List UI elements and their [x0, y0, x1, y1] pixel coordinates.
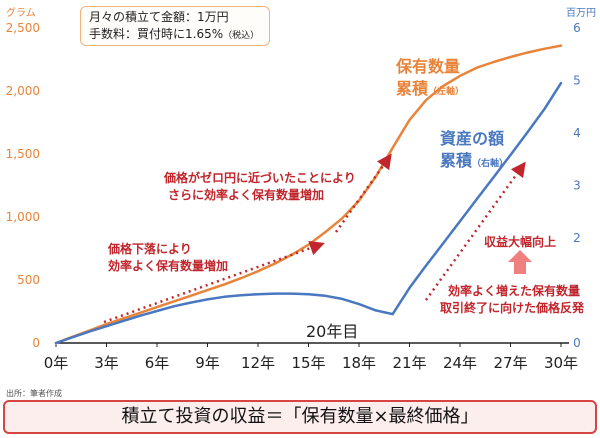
source-note: 出所：筆者作成 — [6, 389, 62, 398]
dotted-arrow-lower — [103, 240, 325, 324]
x-tick-label: 9年 — [195, 354, 220, 372]
x-tick-label: 15年 — [291, 354, 325, 372]
y-left-tick-label: 2,500 — [6, 21, 40, 35]
annotation-near-zero: 価格がゼロ円に近づいたことにより さらに効率よく保有数量増加 — [164, 170, 356, 204]
asset-label: 資産の額 累積（右軸） — [440, 128, 508, 175]
info-fee: 手数料：買付時に1.65%（税込） — [89, 26, 261, 45]
quantity-label-axis: （左軸） — [428, 87, 465, 97]
y-right-tick-label: 5 — [573, 74, 581, 88]
asset-label-text: 累積 — [440, 151, 473, 170]
axes: 0年 3年 6年 9年 12年 15年 18年 21年 24年 27年 30年 0 500 1,000 1,… — [6, 21, 581, 372]
year-20-label: 20年目 — [306, 322, 359, 341]
y-right-tick-label: 1 — [573, 284, 581, 298]
x-tick-label: 12年 — [241, 354, 275, 372]
asset-label-line1: 資産の額 — [440, 129, 505, 148]
left-axis-unit: グラム — [6, 8, 36, 19]
info-fee-text: 手数料：買付時に1.65% — [89, 27, 224, 41]
y-left-tick-label: 0 — [32, 336, 40, 350]
y-left-tick-label: 1,500 — [6, 147, 40, 161]
annotation-profit-up: 収益大幅向上 — [484, 235, 557, 249]
annotation-rebound-line1: 効率よく増えた保有数量 — [448, 284, 581, 298]
right-axis-unit: 百万円 — [566, 8, 596, 19]
y-left-tick-label: 2,000 — [6, 84, 40, 98]
quantity-label-line1: 保有数量 — [396, 57, 461, 76]
y-left-tick-label: 1,000 — [6, 210, 40, 224]
annotation-price-drop: 価格下落により 効率よく保有数量増加 — [108, 241, 228, 275]
annotation-near-zero-line1: 価格がゼロ円に近づいたことにより — [164, 171, 356, 185]
quantity-label-text: 累積 — [396, 79, 429, 98]
y-right-tick-label: 2 — [573, 231, 581, 245]
x-tick-label: 27年 — [493, 354, 527, 372]
annotation-rebound-line2: 取引終了に向けた価格反発 — [440, 301, 585, 315]
info-box: 月々の積立て金額：1万円 手数料：買付時に1.65%（税込） — [80, 6, 270, 46]
annotation-near-zero-line2: さらに効率よく保有数量増加 — [168, 188, 325, 202]
quantity-label-line2: 累積（左軸） — [396, 78, 464, 103]
y-right-tick-label: 0 — [573, 336, 581, 350]
asset-label-axis: （右軸） — [472, 159, 509, 169]
x-tick-label: 3年 — [94, 354, 119, 372]
formula-text: 積立て投資の収益＝「保有数量×最終価格」 — [121, 406, 479, 427]
annotation-rebound: 効率よく増えた保有数量 取引終了に向けた価格反発 — [440, 283, 584, 317]
asset-label-line2: 累積（右軸） — [440, 150, 508, 175]
x-tick-label: 0年 — [44, 354, 69, 372]
x-tick-label: 30年 — [544, 354, 578, 372]
asset-series-line — [54, 81, 563, 345]
annotation-price-drop-line1: 価格下落により — [108, 242, 192, 256]
y-left-tick-label: 500 — [17, 273, 40, 287]
y-right-tick-label: 6 — [573, 21, 581, 35]
y-right-tick-label: 4 — [573, 126, 581, 140]
up-arrow-icon — [508, 250, 532, 274]
x-tick-label: 18年 — [342, 354, 376, 372]
x-tick-label: 6年 — [145, 354, 170, 372]
annotation-arrows — [103, 153, 532, 324]
quantity-label: 保有数量 累積（左軸） — [396, 56, 464, 103]
x-tick-label: 24年 — [443, 354, 477, 372]
x-tick-label: 21年 — [392, 354, 426, 372]
y-right-tick-label: 3 — [573, 179, 581, 193]
info-fee-note: （税込） — [223, 31, 260, 41]
formula-box: 積立て投資の収益＝「保有数量×最終価格」 — [3, 400, 597, 434]
dotted-arrow-right — [424, 161, 526, 301]
annotation-price-drop-line2: 効率よく保有数量増加 — [108, 259, 229, 273]
info-monthly-amount: 月々の積立て金額：1万円 — [89, 10, 229, 24]
